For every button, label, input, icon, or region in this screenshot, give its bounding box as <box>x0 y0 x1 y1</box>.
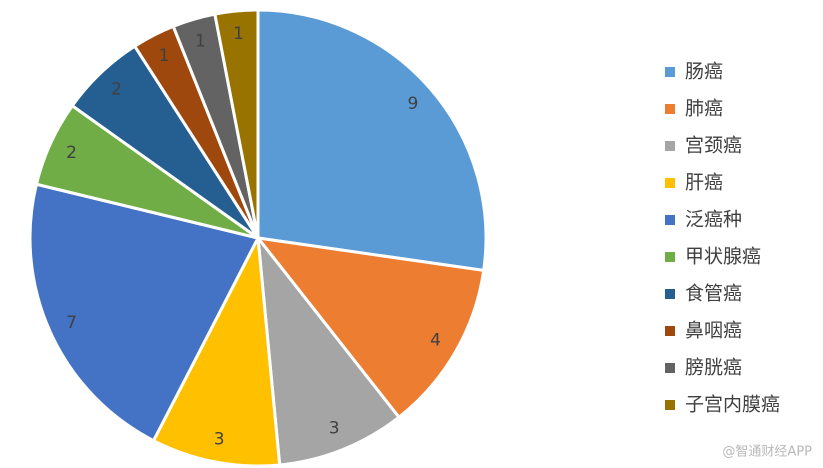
legend-swatch <box>665 326 675 336</box>
legend-swatch <box>665 104 675 114</box>
legend-label: 子宫内膜癌 <box>685 394 780 416</box>
data-label: 4 <box>430 331 441 351</box>
legend-swatch <box>665 178 675 188</box>
legend-swatch <box>665 252 675 262</box>
pie-slice <box>213 8 260 239</box>
legend-label: 肝癌 <box>685 172 723 194</box>
data-label: 1 <box>233 24 244 44</box>
pie-slice <box>254 235 486 420</box>
data-label: 2 <box>111 80 122 100</box>
data-label: 9 <box>408 94 419 114</box>
data-label: 3 <box>329 418 340 438</box>
data-label: 3 <box>214 429 225 449</box>
legend-label: 膀胱癌 <box>685 357 742 379</box>
pie-slice <box>256 233 402 467</box>
pie-slice <box>28 182 261 443</box>
legend-swatch <box>665 215 675 225</box>
legend-swatch <box>665 289 675 299</box>
legend-swatch <box>665 67 675 77</box>
legend-label: 泛癌种 <box>685 209 742 231</box>
data-label: 2 <box>66 143 77 163</box>
legend-label: 肠癌 <box>685 61 723 83</box>
data-label: 1 <box>159 46 170 66</box>
pie-slice <box>256 8 488 273</box>
legend-swatch <box>665 141 675 151</box>
data-label: 1 <box>195 31 206 51</box>
legend-label: 宫颈癌 <box>685 135 742 157</box>
data-label: 7 <box>66 313 77 333</box>
legend-label: 食管癌 <box>685 283 742 305</box>
legend-label: 鼻咽癌 <box>685 320 742 342</box>
pie-slice <box>151 232 282 468</box>
legend-swatch <box>665 400 675 410</box>
legend-swatch <box>665 363 675 373</box>
legend-label: 肺癌 <box>685 98 723 120</box>
watermark: @智通财经APP <box>722 445 812 460</box>
legend-label: 甲状腺癌 <box>685 246 761 268</box>
